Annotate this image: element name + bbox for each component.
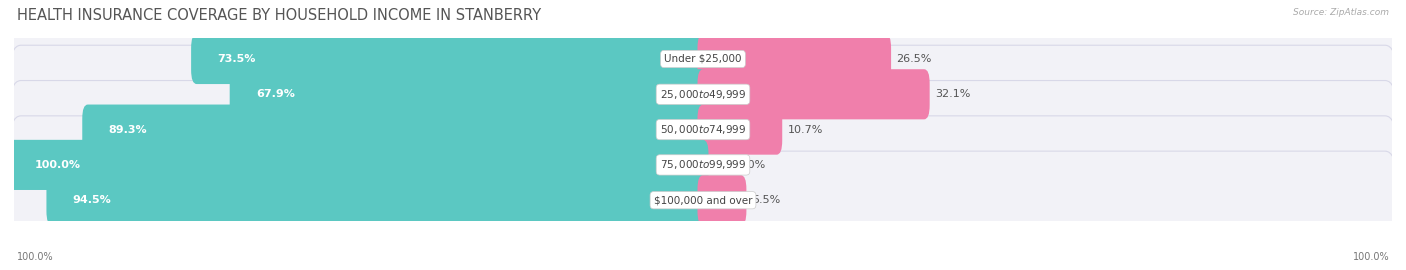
FancyBboxPatch shape: [10, 151, 1396, 249]
Text: $100,000 and over: $100,000 and over: [654, 195, 752, 205]
Text: Source: ZipAtlas.com: Source: ZipAtlas.com: [1294, 8, 1389, 17]
Text: 10.7%: 10.7%: [787, 124, 823, 135]
FancyBboxPatch shape: [83, 104, 709, 155]
FancyBboxPatch shape: [697, 175, 747, 225]
FancyBboxPatch shape: [697, 104, 782, 155]
FancyBboxPatch shape: [191, 34, 709, 84]
Text: 0.0%: 0.0%: [738, 160, 766, 170]
Text: 100.0%: 100.0%: [35, 160, 80, 170]
FancyBboxPatch shape: [10, 80, 1396, 179]
Text: 100.0%: 100.0%: [1353, 252, 1389, 262]
Text: 67.9%: 67.9%: [256, 89, 295, 99]
FancyBboxPatch shape: [10, 10, 1396, 108]
Text: HEALTH INSURANCE COVERAGE BY HOUSEHOLD INCOME IN STANBERRY: HEALTH INSURANCE COVERAGE BY HOUSEHOLD I…: [17, 8, 541, 23]
Text: $50,000 to $74,999: $50,000 to $74,999: [659, 123, 747, 136]
FancyBboxPatch shape: [8, 140, 709, 190]
FancyBboxPatch shape: [697, 69, 929, 119]
FancyBboxPatch shape: [697, 34, 891, 84]
Text: Under $25,000: Under $25,000: [664, 54, 742, 64]
Text: $25,000 to $49,999: $25,000 to $49,999: [659, 88, 747, 101]
FancyBboxPatch shape: [46, 175, 709, 225]
Text: $75,000 to $99,999: $75,000 to $99,999: [659, 158, 747, 171]
Text: 26.5%: 26.5%: [897, 54, 932, 64]
Text: 5.5%: 5.5%: [752, 195, 780, 205]
Text: 32.1%: 32.1%: [935, 89, 970, 99]
FancyBboxPatch shape: [229, 69, 709, 119]
Text: 89.3%: 89.3%: [108, 124, 148, 135]
FancyBboxPatch shape: [10, 45, 1396, 143]
Text: 73.5%: 73.5%: [218, 54, 256, 64]
Text: 100.0%: 100.0%: [17, 252, 53, 262]
Text: 94.5%: 94.5%: [73, 195, 111, 205]
FancyBboxPatch shape: [10, 116, 1396, 214]
